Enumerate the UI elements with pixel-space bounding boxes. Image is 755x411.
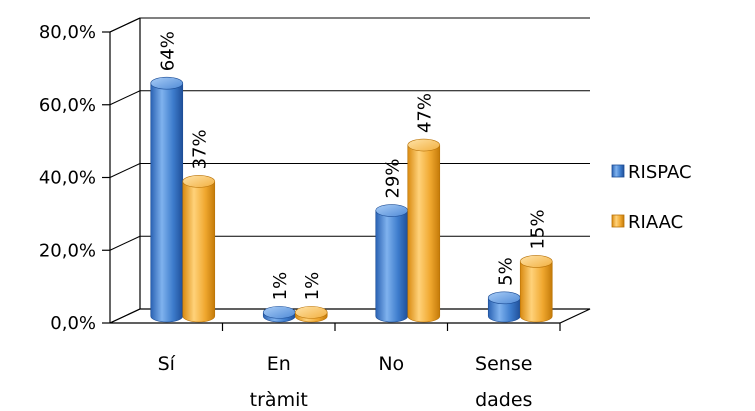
data-label-rispac: 1% <box>270 272 291 301</box>
legend-label-riaac: RIAAC <box>628 212 683 233</box>
category-label: Sense dades <box>475 353 532 411</box>
gridline-side <box>109 90 141 106</box>
bar-riaac-2 <box>407 138 441 323</box>
bar-top <box>150 76 184 90</box>
legend-swatch-riaac <box>611 214 625 228</box>
y-tick-label: 40,0% <box>39 168 96 189</box>
y-axis-ticks: 0,0% 20,0% 40,0% 60,0% 80,0% <box>39 17 590 334</box>
y-tick-label: 60,0% <box>39 95 96 116</box>
gridline-side <box>109 308 141 324</box>
data-label-rispac: 64% <box>158 31 179 71</box>
bar-body <box>150 82 184 323</box>
bar-rispac-2 <box>375 204 409 323</box>
data-label-riaac: 1% <box>302 272 323 301</box>
data-label-riaac: 37% <box>190 129 211 169</box>
bar-body <box>519 261 553 323</box>
bar-rispac-3 <box>487 291 521 323</box>
bars <box>150 76 553 323</box>
bar-top <box>375 204 409 217</box>
y-tick-label: 80,0% <box>39 22 96 43</box>
data-labels: 64% 37% 1% 1% 29% 47% 5% 15% <box>158 31 549 300</box>
legend-label-rispac: RISPAC <box>628 162 692 183</box>
bar-rispac-0 <box>150 76 184 323</box>
category-label: No <box>378 353 404 375</box>
data-label-rispac: 5% <box>495 257 516 286</box>
gridline-side <box>109 163 141 178</box>
bar-top <box>487 291 521 305</box>
bar-top <box>262 306 296 319</box>
bar-top <box>407 138 441 152</box>
bar-top <box>182 175 216 188</box>
data-label-rispac: 29% <box>383 158 404 198</box>
x-axis-categories: Sí En tràmit No Sense dades <box>158 353 533 411</box>
data-label-riaac: 15% <box>527 209 548 249</box>
category-label: Sí <box>158 353 176 375</box>
data-label-riaac: 47% <box>415 93 436 133</box>
bar-riaac-3 <box>519 255 553 323</box>
y-tick-label: 0,0% <box>50 313 96 334</box>
bar-top <box>294 306 328 319</box>
bar-body <box>182 181 216 323</box>
gridline-side <box>109 17 141 33</box>
bar-riaac-1 <box>294 306 328 323</box>
gridline-side <box>109 235 141 251</box>
bar-body <box>407 144 441 323</box>
category-label: En tràmit <box>250 353 308 411</box>
legend-swatch-rispac <box>611 164 625 178</box>
legend: RISPAC RIAAC <box>611 162 692 233</box>
bar-riaac-0 <box>182 175 216 323</box>
bar-rispac-1 <box>262 306 296 323</box>
bar-top <box>519 255 553 268</box>
y-tick-label: 20,0% <box>39 240 96 261</box>
bar-body <box>375 210 409 323</box>
